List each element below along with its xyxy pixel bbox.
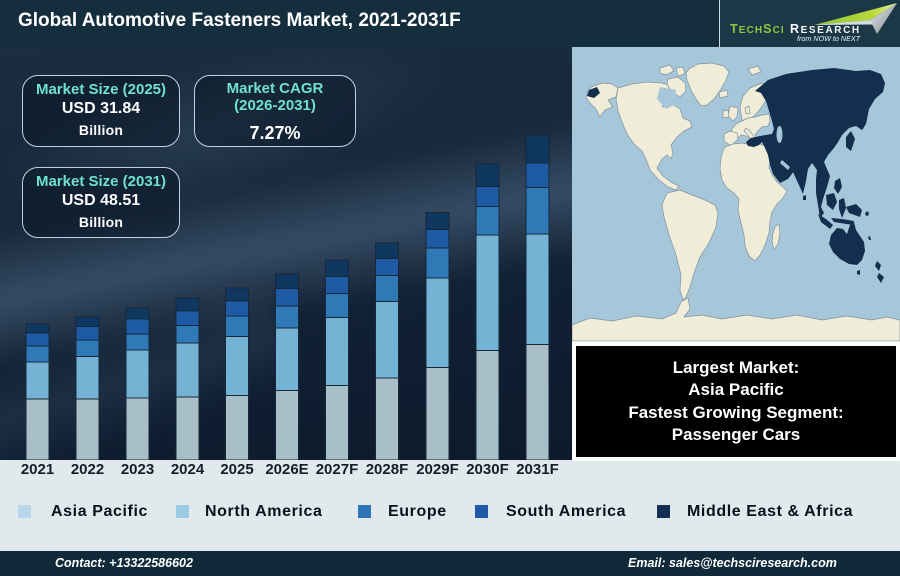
svg-text:from NOW to NEXT: from NOW to NEXT [797, 34, 861, 43]
svg-text:TECHSCI: TECHSCI [730, 22, 785, 36]
svg-text:RESEARCH: RESEARCH [790, 22, 861, 36]
